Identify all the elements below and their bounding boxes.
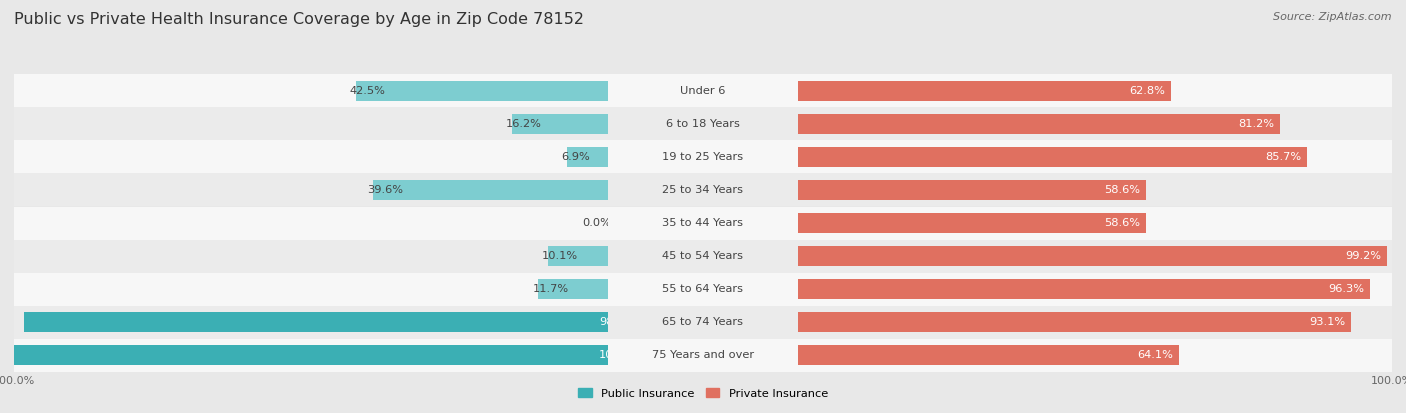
Text: 0.0%: 0.0% [582, 218, 612, 228]
Bar [204, 173, 1392, 206]
Bar [548, 246, 607, 266]
Bar [14, 339, 1202, 372]
Text: Under 6: Under 6 [681, 86, 725, 96]
Text: 10.1%: 10.1% [543, 251, 578, 261]
Bar [14, 107, 1202, 140]
Bar [14, 306, 1202, 339]
Text: 100.0%: 100.0% [599, 350, 643, 360]
Bar [0, 339, 1406, 372]
Text: 25 to 34 Years: 25 to 34 Years [662, 185, 744, 195]
Text: 58.6%: 58.6% [1104, 218, 1140, 228]
Text: Source: ZipAtlas.com: Source: ZipAtlas.com [1274, 12, 1392, 22]
Text: 62.8%: 62.8% [1129, 86, 1166, 96]
Bar [0, 240, 1406, 273]
Text: 6 to 18 Years: 6 to 18 Years [666, 119, 740, 129]
Bar [0, 306, 1406, 339]
Bar [538, 279, 607, 299]
Text: 75 Years and over: 75 Years and over [652, 350, 754, 360]
Legend: Public Insurance, Private Insurance: Public Insurance, Private Insurance [574, 383, 832, 403]
Bar [204, 140, 1392, 173]
Text: 64.1%: 64.1% [1137, 350, 1173, 360]
Text: 42.5%: 42.5% [350, 86, 385, 96]
Bar [799, 279, 1369, 299]
Bar [799, 246, 1388, 266]
Bar [14, 273, 1202, 306]
Text: 96.3%: 96.3% [1329, 284, 1364, 294]
Text: 58.6%: 58.6% [1104, 185, 1140, 195]
Text: 39.6%: 39.6% [367, 185, 404, 195]
Bar [356, 81, 607, 101]
Bar [14, 206, 1202, 240]
Bar [204, 306, 1392, 339]
Bar [567, 147, 607, 167]
Text: 55 to 64 Years: 55 to 64 Years [662, 284, 744, 294]
Bar [204, 206, 1392, 240]
Bar [14, 240, 1202, 273]
Bar [0, 173, 1406, 206]
Bar [799, 114, 1281, 134]
Bar [14, 345, 607, 366]
Text: 98.3%: 98.3% [599, 317, 636, 327]
Bar [204, 273, 1392, 306]
Bar [799, 312, 1351, 332]
Text: 35 to 44 Years: 35 to 44 Years [662, 218, 744, 228]
Text: Public vs Private Health Insurance Coverage by Age in Zip Code 78152: Public vs Private Health Insurance Cover… [14, 12, 583, 27]
Bar [204, 74, 1392, 107]
Text: 85.7%: 85.7% [1265, 152, 1301, 162]
Text: 45 to 54 Years: 45 to 54 Years [662, 251, 744, 261]
Bar [373, 180, 607, 200]
Bar [799, 213, 1146, 233]
Bar [799, 81, 1171, 101]
Bar [0, 206, 1406, 240]
Bar [0, 273, 1406, 306]
Bar [14, 74, 1202, 107]
Bar [204, 240, 1392, 273]
Bar [512, 114, 607, 134]
Text: 16.2%: 16.2% [506, 119, 541, 129]
Bar [799, 345, 1178, 366]
Bar [24, 312, 607, 332]
Text: 19 to 25 Years: 19 to 25 Years [662, 152, 744, 162]
Bar [799, 180, 1146, 200]
Text: 81.2%: 81.2% [1239, 119, 1274, 129]
Bar [0, 107, 1406, 140]
Bar [14, 173, 1202, 206]
Bar [14, 140, 1202, 173]
Bar [204, 339, 1392, 372]
Text: 93.1%: 93.1% [1309, 317, 1346, 327]
Text: 6.9%: 6.9% [561, 152, 589, 162]
Text: 99.2%: 99.2% [1346, 251, 1381, 261]
Bar [607, 213, 610, 233]
Bar [799, 147, 1308, 167]
Bar [0, 74, 1406, 107]
Text: 65 to 74 Years: 65 to 74 Years [662, 317, 744, 327]
Text: 11.7%: 11.7% [533, 284, 568, 294]
Bar [204, 107, 1392, 140]
Bar [0, 140, 1406, 173]
